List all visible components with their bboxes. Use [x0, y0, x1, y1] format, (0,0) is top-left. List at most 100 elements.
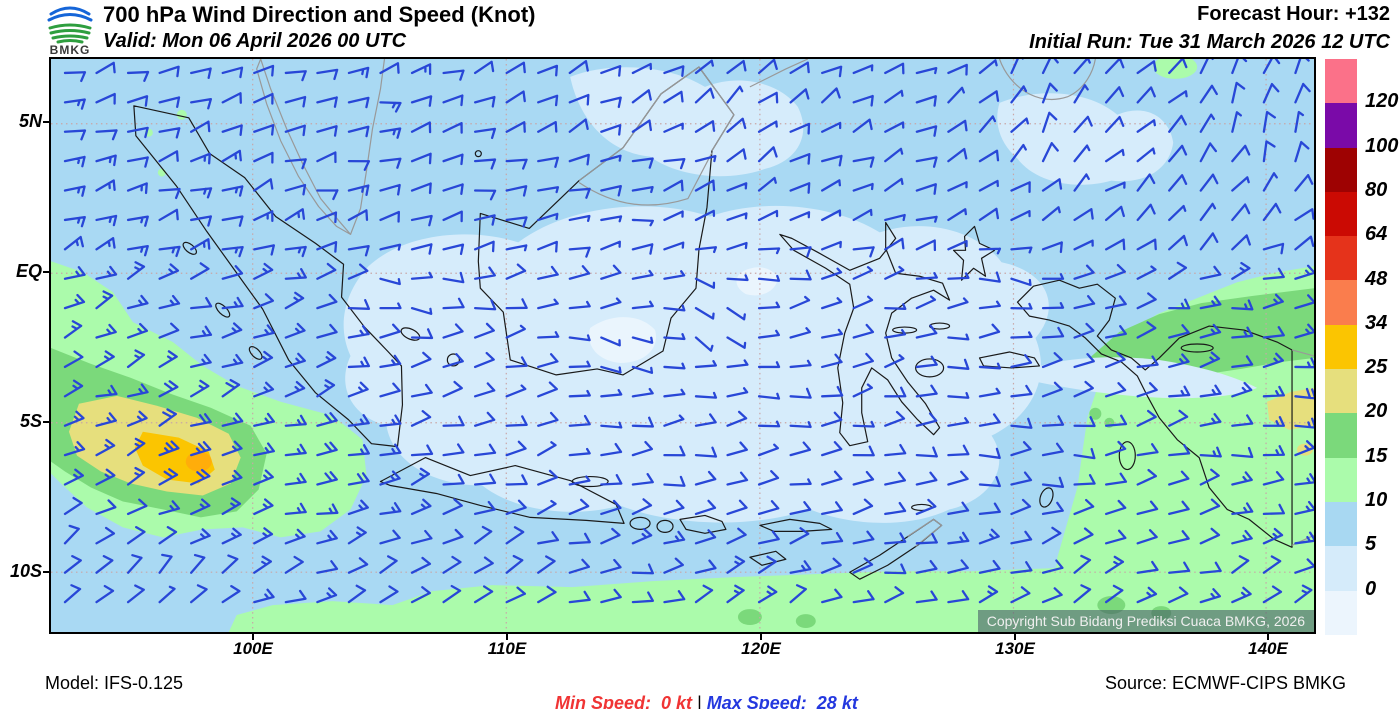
x-axis-tick — [1014, 634, 1016, 640]
aru-island — [1118, 441, 1136, 471]
palawan-coastline — [749, 59, 809, 88]
y-axis-label-10s: 10S — [9, 561, 42, 581]
colorbar-cell — [1325, 324, 1357, 370]
colorbar-label: 64 — [1365, 223, 1388, 246]
green2-spot — [1097, 596, 1126, 615]
y-axis-label-eq: EQ — [15, 261, 42, 281]
sulawesi-coastline — [779, 221, 951, 447]
y-axis-tick — [43, 421, 49, 423]
foreign-coastlines — [256, 59, 1314, 547]
wind-barbs — [63, 59, 1314, 604]
x-axis-label-120e: 120E — [741, 639, 781, 658]
yapen-island — [1180, 343, 1214, 353]
max-speed-label: Max Speed: 28 kt — [706, 693, 858, 709]
green2-spot — [737, 609, 762, 626]
malay-peninsula-coastline — [256, 59, 352, 235]
buru-island — [915, 358, 945, 378]
graticule-layer — [51, 59, 1314, 632]
colorbar-label: 80 — [1365, 178, 1388, 201]
region-khaki-papua-edge — [1267, 387, 1314, 430]
colorbar-cell — [1325, 546, 1357, 591]
y-axis-tick — [43, 271, 49, 273]
colorbar-label: 48 — [1365, 267, 1388, 290]
colorbar-cell — [1325, 413, 1357, 458]
sumba-coastline — [749, 550, 787, 566]
region-calm-top-right — [997, 93, 1174, 185]
y-axis-label-5s: 5S — [19, 411, 42, 431]
x-axis-label-140e: 140E — [1248, 639, 1288, 658]
colorbar-cell — [1325, 147, 1357, 192]
colorbar-label: 120 — [1365, 90, 1399, 113]
wind-barbs-layer — [63, 59, 1314, 604]
tanimbar-island — [1039, 487, 1054, 508]
colorbar-cell — [1325, 103, 1357, 148]
colorbar-label: 20 — [1365, 400, 1388, 423]
lombok-island — [656, 519, 674, 533]
mindanao-coastline — [998, 59, 1096, 101]
x-axis-label-100e: 100E — [233, 639, 273, 658]
colorbar-cell — [1325, 191, 1357, 237]
valid-time-label: Valid: Mon 06 April 2026 00 UTC — [103, 30, 407, 52]
green-spot — [176, 109, 187, 120]
pagai-island — [248, 346, 263, 360]
x-axis-tick — [1267, 634, 1269, 640]
colorbar-label: 10 — [1365, 489, 1388, 511]
colorbar-labels: 120 100 80 64 48 34 25 20 15 10 5 0 — [1365, 59, 1400, 635]
region-palest-spot — [589, 317, 656, 363]
green2-spot — [795, 614, 816, 629]
colorbar-cell — [1325, 280, 1357, 325]
source-label: Source: ECMWF-CIPS BMKG — [1104, 673, 1346, 693]
y-axis-tick — [43, 121, 49, 123]
papua-coastline — [1016, 279, 1293, 548]
colorbar-cell — [1325, 59, 1357, 104]
x-axis-label-110e: 110E — [487, 639, 527, 658]
x-axis-tick — [760, 634, 762, 640]
min-speed-label: Min Speed: 0 kt — [555, 693, 693, 709]
colorbar-cell — [1325, 236, 1357, 281]
x-axis-tick — [252, 634, 254, 640]
madura-island — [571, 475, 609, 488]
y-axis-label-5n: 5N — [18, 111, 42, 131]
green-spot — [157, 168, 166, 177]
belitung-island — [446, 353, 460, 367]
logo-cloud-arcs — [47, 6, 93, 22]
x-axis-tick — [506, 634, 508, 640]
nias-island — [182, 241, 198, 255]
halmahera-coastline — [952, 225, 996, 281]
colorbar-label: 5 — [1365, 533, 1377, 556]
x-axis-label-130e: 130E — [995, 639, 1035, 658]
region-green2-papua-band — [1089, 288, 1314, 375]
region-palest-spot2 — [736, 267, 778, 296]
kalimantan-malaysia-border — [578, 152, 713, 206]
colorbar-cell — [1325, 457, 1357, 502]
model-label: Model: IFS-0.125 — [45, 673, 184, 693]
colorbar-label: 100 — [1365, 134, 1399, 157]
timor-leste-coastline — [907, 518, 943, 547]
copyright-overlay: Copyright Sub Bidang Prediksi Cuaca BMKG… — [977, 610, 1314, 632]
bali-island — [629, 516, 651, 530]
sumbawa-coastline — [679, 514, 727, 534]
region-pale-arafura — [1027, 357, 1258, 399]
java-coastline — [379, 457, 625, 524]
colorbar-label: 15 — [1365, 444, 1388, 467]
north-borneo-coastline — [578, 66, 735, 182]
wind-map: Copyright Sub Bidang Prediksi Cuaca BMKG… — [49, 57, 1316, 634]
green2-spot — [1089, 407, 1102, 420]
natuna-island — [474, 150, 482, 158]
separator-bar: | — [697, 693, 702, 709]
colorbar-label: 25 — [1365, 356, 1388, 379]
png-north-coast — [1291, 349, 1314, 357]
seram-coastline — [978, 351, 1041, 369]
colorbar-label: 0 — [1365, 577, 1377, 600]
region-calm-top-center — [570, 67, 804, 177]
colorbar-cell — [1325, 590, 1357, 635]
wind-speed-colorbar — [1325, 59, 1357, 635]
amber-core-spot — [185, 451, 212, 472]
sumatra-coastline — [133, 105, 404, 448]
speed-range-label: Min Speed: 0 kt | Max Speed: 28 kt — [535, 672, 858, 709]
colorbar-cell — [1325, 369, 1357, 414]
wind-map-canvas — [51, 59, 1314, 632]
initial-run-label: Initial Run: Tue 31 March 2026 12 UTC — [1029, 31, 1390, 53]
logo-earth-stripes — [48, 23, 92, 44]
